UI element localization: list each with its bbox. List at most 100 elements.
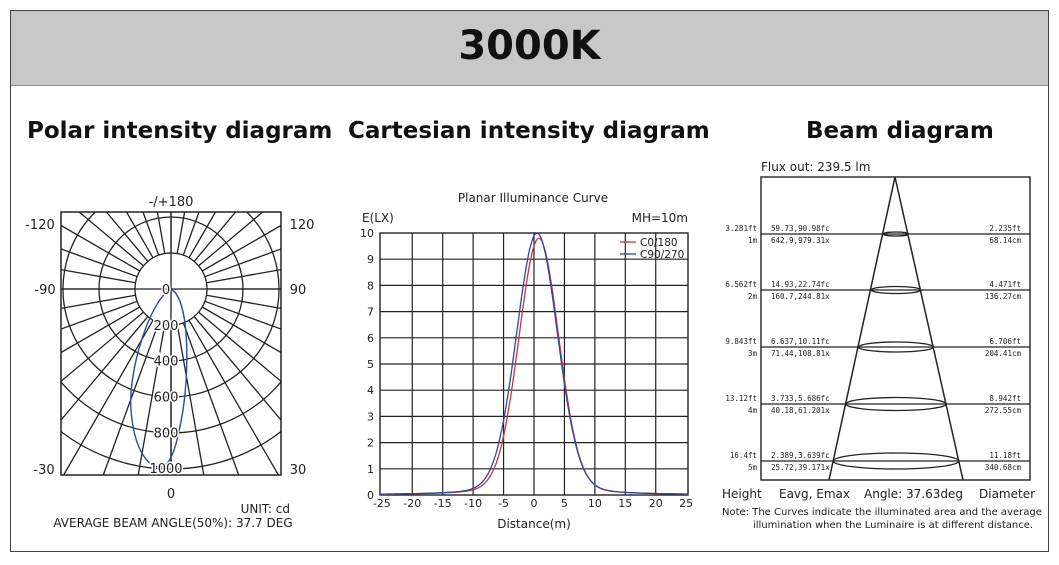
polar-spoke bbox=[201, 224, 281, 272]
y-tick-label: 2 bbox=[367, 437, 374, 450]
illuminance-fc: 3.733,5.686fc bbox=[771, 394, 830, 403]
polar-angle-label-bottom-right: 30 bbox=[290, 463, 307, 478]
diameter-ft: 11.18ft bbox=[989, 451, 1021, 460]
polar-angle-label-top-right: 120 bbox=[290, 218, 315, 233]
polar-spoke bbox=[176, 212, 186, 254]
polar-spoke bbox=[198, 212, 264, 267]
polar-spoke bbox=[206, 294, 281, 310]
height-ft: 6.562ft bbox=[725, 280, 757, 289]
diameter-cm: 340.68cm bbox=[985, 463, 1022, 472]
polar-spoke bbox=[61, 248, 138, 278]
polar-spoke bbox=[125, 212, 154, 259]
illuminance-lx: 25.72,39.171x bbox=[771, 463, 830, 472]
beam-angle-label: AVERAGE BEAM ANGLE(50%): 37.7 DEG bbox=[53, 516, 292, 530]
page-frame bbox=[10, 10, 1049, 552]
y-tick-label: 6 bbox=[367, 332, 374, 345]
height-m: 1m bbox=[748, 236, 758, 245]
x-tick-label: -20 bbox=[403, 497, 421, 510]
beam-box bbox=[760, 176, 1031, 481]
polar-angle-label-top-left: -120 bbox=[25, 218, 55, 233]
height-m: 2m bbox=[748, 292, 758, 301]
unit-label: UNIT: cd bbox=[241, 502, 290, 516]
polar-spoke bbox=[198, 311, 281, 382]
y-tick-label: 3 bbox=[367, 410, 374, 423]
polar-box bbox=[60, 211, 282, 476]
polar-radial-tick: 1000 bbox=[149, 462, 182, 477]
polar-spoke bbox=[61, 306, 141, 354]
height-ft: 9.843ft bbox=[725, 337, 757, 346]
polar-spoke bbox=[61, 300, 138, 330]
plot-frame bbox=[379, 232, 689, 496]
illuminance-fc: 14.93,22.74fc bbox=[771, 280, 830, 289]
illuminance-lx: 40.18,61.201x bbox=[771, 406, 830, 415]
illuminance-lx: 642.9,979.31x bbox=[771, 236, 830, 245]
beam-heading: Beam diagram bbox=[806, 118, 994, 144]
illuminance-fc: 59.73,90.98fc bbox=[771, 224, 830, 233]
polar-spoke bbox=[78, 212, 144, 267]
x-tick-label: 0 bbox=[531, 497, 538, 510]
y-tick-label: 0 bbox=[367, 489, 374, 502]
cone-right-edge bbox=[894, 176, 964, 481]
flux-label: Flux out: 239.5 lm bbox=[761, 160, 870, 174]
height-m: 4m bbox=[748, 406, 758, 415]
y-tick-label: 4 bbox=[367, 384, 374, 397]
x-tick-label: -25 bbox=[373, 497, 391, 510]
diameter-cm: 136.27cm bbox=[985, 292, 1022, 301]
diameter-cm: 204.41cm bbox=[985, 349, 1022, 358]
polar-radial-tick: 400 bbox=[154, 355, 179, 370]
beam-ellipse bbox=[882, 231, 910, 237]
polar-spoke bbox=[206, 268, 281, 284]
x-tick-label: 20 bbox=[649, 497, 663, 510]
polar-spoke bbox=[204, 248, 281, 278]
x-tick-label: 10 bbox=[588, 497, 602, 510]
y-tick-label: 7 bbox=[367, 306, 374, 319]
diameter-cm: 272.55cm bbox=[985, 406, 1022, 415]
y-tick-label: 9 bbox=[367, 253, 374, 266]
polar-radial-tick: 200 bbox=[154, 319, 179, 334]
polar-angle-label-top: -/+180 bbox=[149, 195, 194, 210]
polar-spoke bbox=[182, 322, 240, 475]
polar-spoke bbox=[188, 319, 279, 475]
polar-spoke bbox=[61, 294, 136, 310]
polar-spoke bbox=[61, 268, 136, 284]
polar-spoke bbox=[61, 311, 144, 382]
diameter-ft: 2.235ft bbox=[989, 224, 1021, 233]
x-tick-label: 5 bbox=[561, 497, 568, 510]
footer-eavg: Eavg, Emax bbox=[779, 487, 850, 501]
diameter-ft: 8.942ft bbox=[989, 394, 1021, 403]
polar-angle-label-right: 90 bbox=[290, 283, 307, 298]
illuminance-fc: 2.389,3.639fc bbox=[771, 451, 830, 460]
x-axis-label: Distance(m) bbox=[497, 517, 571, 531]
polar-spoke bbox=[176, 324, 205, 475]
polar-spoke bbox=[201, 306, 281, 354]
height-m: 5m bbox=[748, 463, 758, 472]
diameter-ft: 4.471ft bbox=[989, 280, 1021, 289]
diameter-ft: 6.706ft bbox=[989, 337, 1021, 346]
polar-radial-tick: 800 bbox=[154, 426, 179, 441]
mounting-height-label: MH=10m bbox=[632, 211, 688, 225]
polar-spoke bbox=[156, 212, 166, 254]
beam-ellipse bbox=[832, 452, 960, 470]
height-ft: 3.281ft bbox=[725, 224, 757, 233]
height-m: 3m bbox=[748, 349, 758, 358]
illuminance-fc: 6.637,10.11fc bbox=[771, 337, 830, 346]
polar-spoke bbox=[61, 224, 141, 272]
page-title: 3000K bbox=[458, 23, 601, 69]
illuminance-lx: 160.7,244.81x bbox=[771, 292, 830, 301]
polar-angle-label-left: -90 bbox=[34, 283, 55, 298]
polar-spoke bbox=[105, 212, 149, 262]
polar-angle-label-bottom: 0 bbox=[167, 487, 175, 502]
polar-heading: Polar intensity diagram bbox=[27, 118, 333, 144]
polar-grid bbox=[61, 212, 281, 475]
footer-height: Height bbox=[722, 487, 762, 501]
legend-label: C90/270 bbox=[640, 249, 684, 261]
x-tick-label: -5 bbox=[498, 497, 509, 510]
beam-ellipse bbox=[857, 341, 935, 353]
polar-spoke bbox=[188, 212, 217, 259]
x-tick-label: 15 bbox=[618, 497, 632, 510]
x-tick-label: 25 bbox=[679, 497, 693, 510]
polar-spoke bbox=[142, 212, 160, 256]
beam-ellipse bbox=[870, 285, 922, 295]
polar-spoke bbox=[193, 212, 237, 262]
